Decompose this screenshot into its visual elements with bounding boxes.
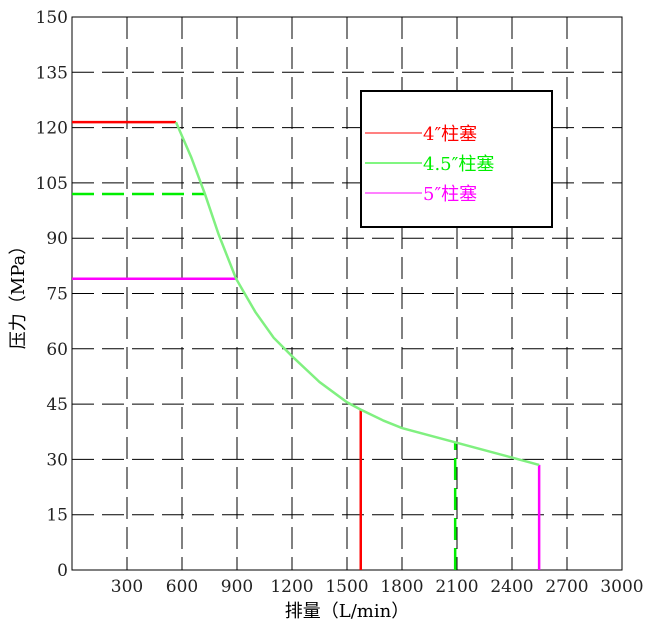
x-tick-label: 3000 bbox=[600, 577, 643, 597]
x-tick-label: 2100 bbox=[435, 577, 478, 597]
legend-label: 4″柱塞 bbox=[423, 124, 477, 145]
x-tick-label: 2400 bbox=[490, 577, 533, 597]
x-tick-label: 1800 bbox=[380, 577, 423, 597]
x-tick-label: 1200 bbox=[270, 577, 313, 597]
y-tick-label: 0 bbox=[57, 561, 68, 581]
y-tick-label: 45 bbox=[46, 395, 68, 415]
y-tick-label: 150 bbox=[36, 8, 68, 28]
y-tick-label: 105 bbox=[36, 174, 68, 194]
x-tick-label: 300 bbox=[111, 577, 143, 597]
x-tick-label: 900 bbox=[221, 577, 253, 597]
x-tick-label: 1500 bbox=[325, 577, 368, 597]
legend: 4″柱塞 4.5″柱塞 5″柱塞 bbox=[360, 90, 553, 228]
y-tick-label: 15 bbox=[46, 506, 68, 526]
legend-box bbox=[360, 90, 553, 228]
series bbox=[72, 120, 541, 570]
tick-labels: 300 600 900 1200 1500 1800 2100 2400 2700 3000 0 15… bbox=[36, 8, 644, 597]
x-tick-label: 600 bbox=[166, 577, 198, 597]
legend-label: 5″柱塞 bbox=[423, 184, 477, 205]
x-tick-label: 2700 bbox=[545, 577, 588, 597]
y-tick-label: 75 bbox=[46, 285, 68, 305]
legend-label: 4.5″柱塞 bbox=[423, 154, 494, 175]
plot-frame bbox=[71, 16, 623, 571]
y-axis-label: 压力（MPa） bbox=[8, 237, 29, 349]
y-tick-label: 135 bbox=[36, 63, 68, 83]
series-line bbox=[174, 121, 540, 467]
y-tick-label: 120 bbox=[36, 119, 68, 139]
y-tick-label: 30 bbox=[46, 450, 68, 470]
x-axis-label: 排量（L/min） bbox=[285, 601, 409, 622]
y-tick-label: 90 bbox=[46, 229, 68, 249]
y-tick-label: 60 bbox=[46, 340, 68, 360]
